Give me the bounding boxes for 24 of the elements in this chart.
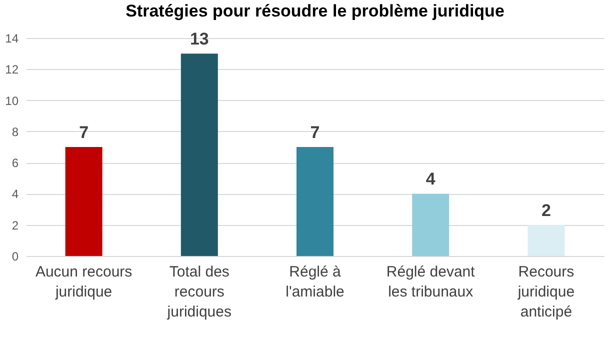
x-tick-label: Total des recours juridiques xyxy=(166,264,232,320)
data-label: 7 xyxy=(310,123,320,142)
data-label: 4 xyxy=(426,170,436,189)
x-tick-label: Réglé à l'amiable xyxy=(286,264,344,300)
y-tick-label: 4 xyxy=(12,187,19,202)
y-tick-label: 6 xyxy=(12,156,19,170)
x-tick-label: Recours juridique anticipé xyxy=(516,264,575,320)
x-tick-label: Aucun recours juridique xyxy=(35,264,132,300)
y-tick-label: 0 xyxy=(12,250,19,264)
x-tick-label: Réglé devant les tribunaux xyxy=(386,264,476,300)
bar xyxy=(180,54,218,256)
data-label: 13 xyxy=(190,30,209,49)
data-label: 7 xyxy=(79,123,89,142)
chart-title: Stratégies pour résoudre le problème juridique xyxy=(126,2,504,21)
bar xyxy=(412,194,450,256)
y-tick-label: 14 xyxy=(5,32,19,46)
bar xyxy=(296,147,334,256)
bar xyxy=(528,224,565,256)
y-tick-label: 2 xyxy=(12,218,19,232)
bar xyxy=(65,147,102,256)
y-tick-label: 10 xyxy=(5,94,19,108)
data-label: 2 xyxy=(541,200,551,220)
y-tick-label: 12 xyxy=(5,62,19,77)
y-tick-label: 8 xyxy=(12,124,19,139)
